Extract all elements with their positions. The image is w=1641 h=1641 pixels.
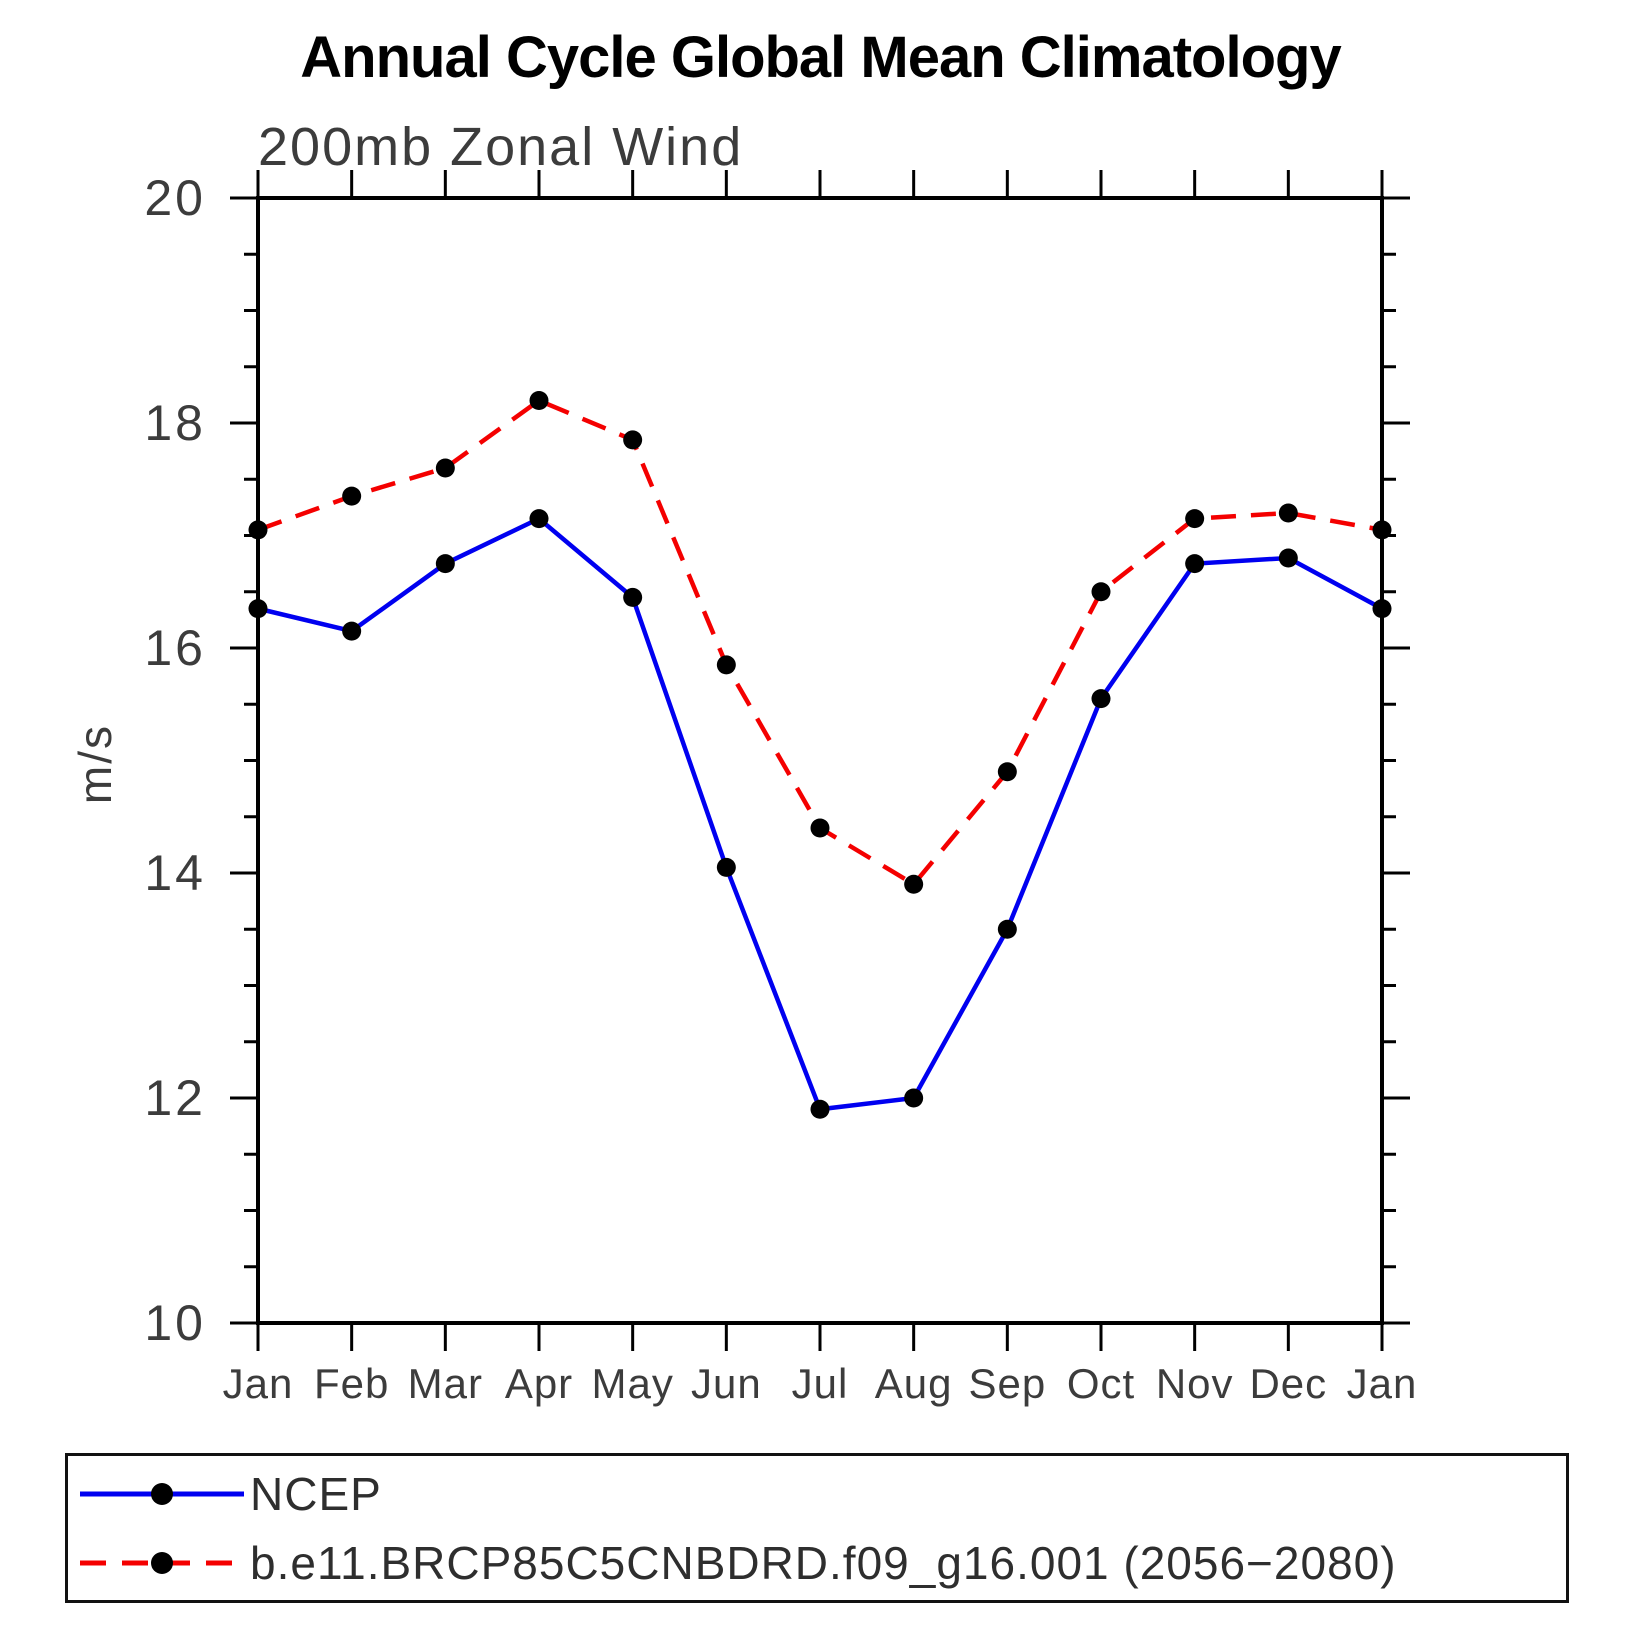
x-tick-label: Sep bbox=[968, 1360, 1046, 1407]
data-point-marker bbox=[1091, 689, 1111, 709]
chart-subtitle: 200mb Zonal Wind bbox=[258, 117, 744, 177]
data-point-marker bbox=[1091, 582, 1111, 602]
series-line bbox=[257, 397, 1383, 888]
x-tick-label: Nov bbox=[1156, 1360, 1234, 1407]
series-line bbox=[257, 515, 1384, 1112]
data-point-marker bbox=[1185, 554, 1205, 574]
legend-line-sample-solid bbox=[80, 1483, 244, 1505]
y-tick-label: 18 bbox=[144, 395, 206, 451]
y-tick-label: 16 bbox=[144, 620, 206, 676]
data-point-marker bbox=[435, 554, 455, 574]
data-point-marker bbox=[529, 509, 549, 529]
data-point-marker bbox=[248, 599, 268, 619]
data-point-marker bbox=[248, 520, 268, 540]
y-tick-label: 14 bbox=[144, 845, 206, 901]
x-tick-label: Apr bbox=[505, 1360, 573, 1407]
x-tick-label: Jan bbox=[223, 1360, 294, 1407]
data-point-marker bbox=[623, 430, 643, 450]
x-tick-label: Jan bbox=[1347, 1360, 1418, 1407]
data-point-marker bbox=[904, 874, 924, 894]
data-point-marker bbox=[342, 621, 362, 641]
data-point-marker bbox=[810, 1099, 830, 1119]
data-point-marker bbox=[716, 655, 736, 675]
legend-line-sample-dashed bbox=[80, 1552, 244, 1574]
data-point-marker bbox=[1278, 548, 1298, 568]
data-point-marker bbox=[716, 857, 736, 877]
data-point-marker bbox=[1372, 520, 1392, 540]
legend-marker-dot bbox=[151, 1483, 173, 1505]
data-point-marker bbox=[1278, 503, 1298, 523]
legend-marker-dot bbox=[151, 1552, 173, 1574]
data-point-marker bbox=[997, 762, 1017, 782]
legend-label: NCEP bbox=[250, 1468, 382, 1520]
x-tick-label: Mar bbox=[408, 1360, 483, 1407]
x-tick-label: Feb bbox=[314, 1360, 389, 1407]
y-tick-label: 10 bbox=[144, 1295, 206, 1351]
x-tick-label: Dec bbox=[1249, 1360, 1327, 1407]
data-point-marker bbox=[342, 486, 362, 506]
y-tick-label: 20 bbox=[144, 170, 206, 226]
x-tick-label: Jun bbox=[691, 1360, 762, 1407]
data-point-marker bbox=[810, 818, 830, 838]
x-tick-label: Aug bbox=[875, 1360, 953, 1407]
data-point-marker bbox=[1372, 599, 1392, 619]
data-point-marker bbox=[904, 1088, 924, 1108]
chart-title: Annual Cycle Global Mean Climatology bbox=[300, 25, 1341, 90]
legend-entry: b.e11.BRCP85C5CNBDRD.f09_g16.001 (2056−2… bbox=[78, 1533, 1397, 1593]
data-point-marker bbox=[623, 587, 643, 607]
legend-label: b.e11.BRCP85C5CNBDRD.f09_g16.001 (2056−2… bbox=[250, 1537, 1397, 1589]
legend-box: NCEP b.e11.BRCP85C5CNBDRD.f09_g16.001 (2… bbox=[65, 1453, 1569, 1603]
y-tick-label: 12 bbox=[144, 1070, 206, 1126]
x-tick-label: Jul bbox=[792, 1360, 849, 1407]
data-point-marker bbox=[435, 458, 455, 478]
plot-frame bbox=[256, 196, 1384, 1325]
data-point-marker bbox=[1185, 509, 1205, 529]
data-point-marker bbox=[997, 919, 1017, 939]
data-point-marker bbox=[529, 391, 549, 410]
x-tick-label: Oct bbox=[1067, 1360, 1135, 1407]
legend-entry: NCEP bbox=[78, 1464, 382, 1524]
x-tick-label: May bbox=[591, 1360, 673, 1407]
